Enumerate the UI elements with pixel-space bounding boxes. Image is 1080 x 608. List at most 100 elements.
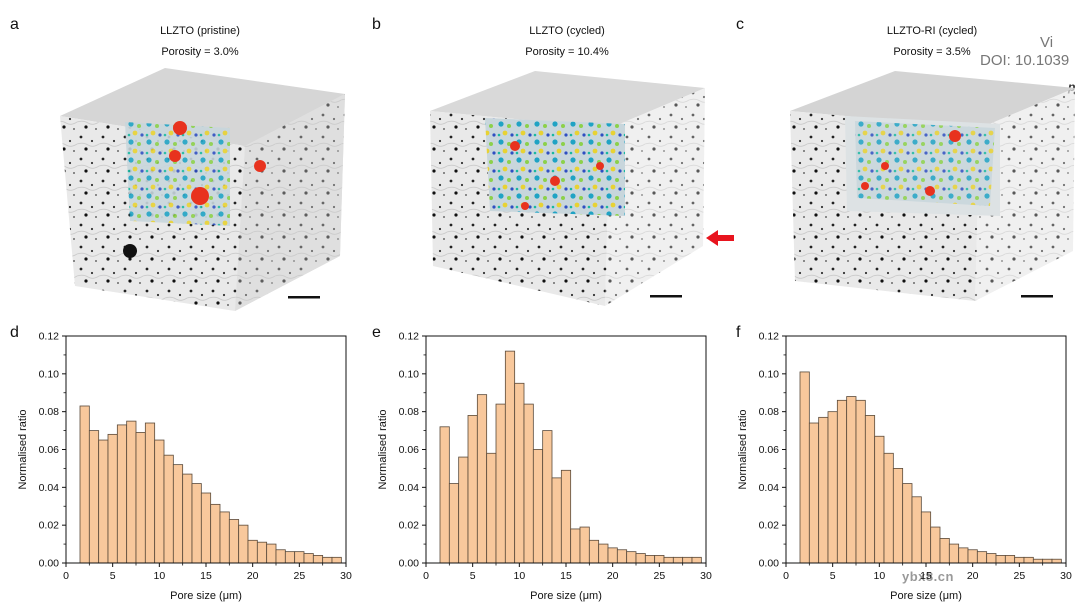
histogram-bar [560, 469, 572, 564]
x-tick-label: 10 [153, 570, 165, 582]
x-tick-label: 30 [700, 570, 712, 582]
histogram-bar [275, 549, 286, 564]
panel-label-a: a [10, 16, 19, 33]
panel-c-porosity: Porosity = 3.5% [893, 46, 971, 58]
watermark-doi: DOI: 10.1039 [980, 52, 1070, 69]
arrow-icon [706, 230, 734, 246]
histogram-bar [626, 551, 637, 564]
y-tick-label: 0.04 [759, 482, 780, 494]
histogram-d: 0 5 10 15 20 25 30 0.00 0.02 0.04 0.06 0.08 0.10 0.12… [17, 331, 352, 603]
histogram-bar [1051, 558, 1062, 564]
histogram-bar [691, 556, 702, 564]
histogram-bar [1032, 558, 1044, 564]
y-axis-label: Normalised ratio [377, 409, 389, 489]
y-tick-label: 0.04 [399, 482, 420, 494]
histogram-bar [163, 454, 174, 564]
x-tick-label: 30 [340, 570, 352, 582]
histogram-bar [144, 422, 156, 564]
histogram-bar [551, 477, 562, 564]
x-tick-label: 15 [200, 570, 212, 582]
histogram-bar [799, 371, 810, 564]
histogram-bar [598, 543, 609, 564]
histogram-bar [976, 551, 988, 564]
site-watermark: ybx8.cn [902, 569, 954, 584]
y-tick-label: 0.00 [759, 558, 780, 570]
y-tick-label: 0.04 [39, 482, 60, 494]
histogram-bar [219, 511, 230, 564]
histogram-bar [1004, 555, 1016, 564]
histogram-bar [644, 555, 656, 564]
histogram-bar [986, 553, 997, 564]
panel-label-d: d [10, 324, 19, 341]
x-tick-label: 20 [607, 570, 619, 582]
watermark-line1: Vi [1040, 34, 1054, 51]
y-tick-label: 0.08 [399, 406, 420, 418]
x-tick-label: 25 [293, 570, 305, 582]
histogram-bar [958, 547, 969, 564]
histogram-bar [654, 555, 665, 564]
cube-image-b [430, 71, 705, 306]
histogram-bar [532, 449, 544, 564]
histogram-bar [126, 420, 137, 564]
y-tick-label: 0.02 [39, 520, 60, 532]
histogram-bar [312, 555, 324, 564]
histogram-bar [846, 396, 857, 564]
histogram-bar [930, 526, 941, 564]
histogram-bar [672, 556, 684, 564]
x-tick-label: 10 [873, 570, 885, 582]
panel-label-e: e [372, 324, 381, 341]
y-tick-label: 0.10 [759, 368, 780, 380]
panel-c-title: LLZTO-RI (cycled) [886, 25, 978, 37]
histogram-bar [967, 549, 978, 564]
histogram-bar [1023, 556, 1034, 564]
histogram-bar [458, 456, 469, 564]
histogram-bar [911, 496, 922, 564]
histogram-bar [476, 394, 488, 564]
x-tick-label: 25 [653, 570, 665, 582]
histogram-bar [663, 556, 674, 564]
x-tick-label: 10 [513, 570, 525, 582]
histogram-bar [284, 551, 296, 564]
x-axis-label: Pore size (μm) [890, 590, 962, 602]
histogram-bar [855, 399, 866, 564]
histogram-bar [607, 547, 618, 564]
x-tick-label: 15 [560, 570, 572, 582]
histogram-bar [542, 430, 553, 564]
histogram-bar [154, 439, 165, 564]
histogram-bar [588, 539, 600, 564]
histogram-bar [135, 432, 146, 564]
histogram-bar [836, 399, 848, 564]
histogram-bar [864, 415, 876, 564]
y-tick-label: 0.00 [399, 558, 420, 570]
panel-label-f: f [736, 324, 741, 341]
x-tick-label: 25 [1013, 570, 1025, 582]
x-tick-label: 0 [783, 570, 789, 582]
histogram-bar [116, 424, 128, 564]
y-tick-label: 0.08 [759, 406, 780, 418]
histogram-bar [995, 555, 1006, 564]
histogram-bar [331, 556, 342, 564]
x-axis-label: Pore size (μm) [170, 590, 242, 602]
histogram-bar [238, 524, 249, 564]
histogram-bar [439, 426, 450, 564]
histogram-bar [172, 464, 184, 564]
x-tick-label: 5 [470, 570, 476, 582]
histogram-bar [818, 416, 829, 564]
histogram-bar [579, 526, 590, 564]
histogram-bar [247, 539, 258, 564]
histogram-bar [98, 439, 109, 564]
cube-image-c [790, 71, 1075, 301]
histogram-bar [570, 528, 581, 564]
cube-image-a [60, 68, 345, 311]
x-axis-label: Pore size (μm) [530, 590, 602, 602]
histogram-bar [191, 483, 202, 564]
watermark-line3: p [1068, 80, 1076, 94]
histogram-bar [210, 503, 221, 564]
histogram-bar [874, 435, 885, 564]
histogram-bar [200, 492, 212, 564]
histogram-bar [486, 452, 497, 564]
x-tick-label: 15 [920, 570, 932, 582]
histogram-bar [467, 415, 478, 564]
histogram-bar [920, 511, 932, 564]
histogram-bar [616, 549, 628, 564]
